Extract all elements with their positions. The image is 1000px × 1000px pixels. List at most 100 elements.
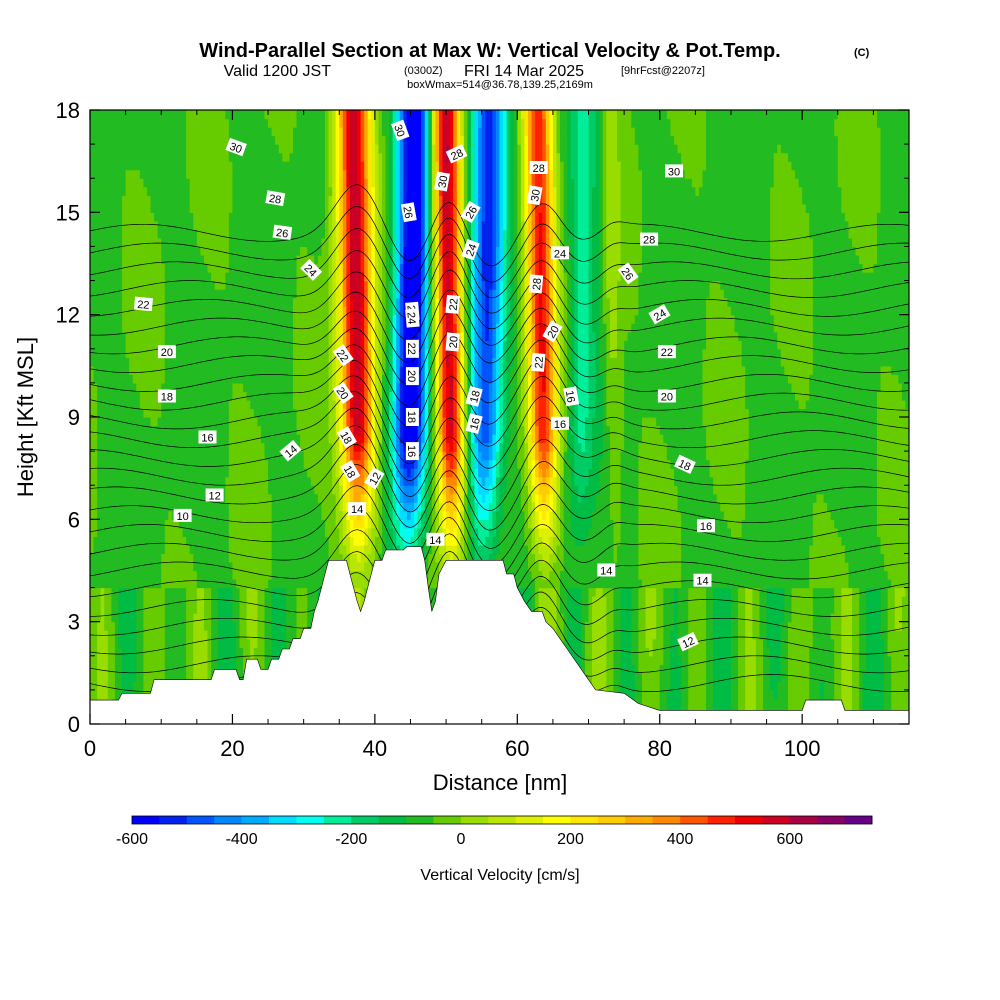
velocity-cell <box>805 203 842 213</box>
velocity-cell <box>143 647 166 657</box>
velocity-cell <box>453 408 458 418</box>
velocity-cell <box>414 519 419 529</box>
velocity-cell <box>271 587 287 597</box>
velocity-cell <box>859 587 867 597</box>
velocity-cell <box>488 510 493 520</box>
velocity-cell <box>438 391 444 401</box>
velocity-cell <box>538 510 543 520</box>
velocity-cell <box>777 331 814 341</box>
velocity-cell <box>424 399 429 410</box>
velocity-cell <box>467 536 472 546</box>
velocity-cell <box>271 553 330 563</box>
velocity-cell <box>638 621 647 631</box>
velocity-cell <box>492 195 497 205</box>
velocity-cell <box>624 374 704 384</box>
velocity-cell <box>218 630 237 640</box>
velocity-cell <box>446 229 451 239</box>
velocity-cell <box>730 638 739 648</box>
velocity-cell <box>730 664 739 674</box>
velocity-cell <box>581 587 590 597</box>
velocity-cell <box>264 587 273 597</box>
velocity-cell <box>442 220 447 230</box>
velocity-cell <box>381 237 387 248</box>
velocity-cell <box>499 254 504 265</box>
velocity-cell <box>609 331 618 341</box>
velocity-cell <box>467 195 472 205</box>
velocity-cell <box>456 348 461 358</box>
velocity-cell <box>570 510 593 520</box>
velocity-cell <box>207 664 212 674</box>
velocity-cell <box>285 587 298 597</box>
velocity-cell <box>374 314 380 324</box>
velocity-cell <box>417 425 422 435</box>
velocity-cell <box>560 161 565 171</box>
velocity-cell <box>492 493 497 503</box>
velocity-cell <box>527 331 533 341</box>
velocity-cell <box>428 510 433 520</box>
velocity-cell <box>396 229 401 239</box>
velocity-cell <box>752 587 761 597</box>
velocity-cell <box>335 280 340 290</box>
velocity-cell <box>339 374 344 384</box>
velocity-cell <box>435 459 440 469</box>
velocity-cell <box>524 434 529 444</box>
velocity-cell <box>706 451 750 461</box>
velocity-cell <box>499 340 504 350</box>
velocity-cell <box>481 331 486 341</box>
velocity-cell <box>471 169 476 179</box>
velocity-cell <box>360 314 365 324</box>
velocity-cell <box>371 229 376 239</box>
velocity-cell <box>481 169 486 179</box>
velocity-cell <box>641 203 771 213</box>
velocity-cell <box>741 357 782 367</box>
velocity-cell <box>349 348 355 358</box>
velocity-cell <box>506 323 511 333</box>
velocity-cell <box>456 374 461 384</box>
velocity-cell <box>364 382 369 393</box>
velocity-cell <box>392 340 397 350</box>
velocity-cell <box>859 613 867 623</box>
velocity-cell <box>638 596 647 606</box>
velocity-cell <box>545 289 550 299</box>
velocity-cell <box>560 331 565 341</box>
velocity-cell <box>570 365 575 375</box>
velocity-cell <box>584 621 593 631</box>
velocity-cell <box>584 485 600 495</box>
velocity-cell <box>531 289 536 299</box>
velocity-cell <box>506 272 511 282</box>
velocity-cell <box>563 314 568 324</box>
velocity-cell <box>399 399 404 410</box>
velocity-cell <box>577 391 590 401</box>
velocity-cell <box>353 391 362 401</box>
velocity-cell <box>602 451 611 461</box>
velocity-cell <box>442 485 447 495</box>
velocity-cell <box>385 195 390 205</box>
velocity-cell <box>727 519 743 529</box>
velocity-cell <box>328 374 333 384</box>
velocity-cell <box>852 604 860 614</box>
velocity-cell <box>606 408 625 418</box>
velocity-cell <box>901 382 909 393</box>
velocity-cell <box>97 442 230 452</box>
velocity-cell <box>542 382 547 393</box>
velocity-cell <box>367 186 372 196</box>
velocity-cell <box>335 263 340 273</box>
velocity-cell <box>577 272 590 282</box>
velocity-cell <box>552 468 558 478</box>
velocity-cell <box>730 604 739 614</box>
velocity-cell <box>702 357 743 367</box>
velocity-cell <box>474 442 479 452</box>
velocity-cell <box>713 698 732 708</box>
velocity-cell <box>367 527 372 537</box>
velocity-cell <box>421 434 426 444</box>
velocity-cell <box>520 289 526 299</box>
velocity-cell <box>332 161 337 171</box>
velocity-cell <box>339 502 344 512</box>
velocity-cell <box>784 587 793 597</box>
velocity-cell <box>520 485 529 495</box>
velocity-cell <box>549 306 554 316</box>
velocity-cell <box>517 417 522 427</box>
velocity-cell <box>517 323 522 333</box>
velocity-cell <box>549 280 554 290</box>
velocity-cell <box>527 553 536 563</box>
